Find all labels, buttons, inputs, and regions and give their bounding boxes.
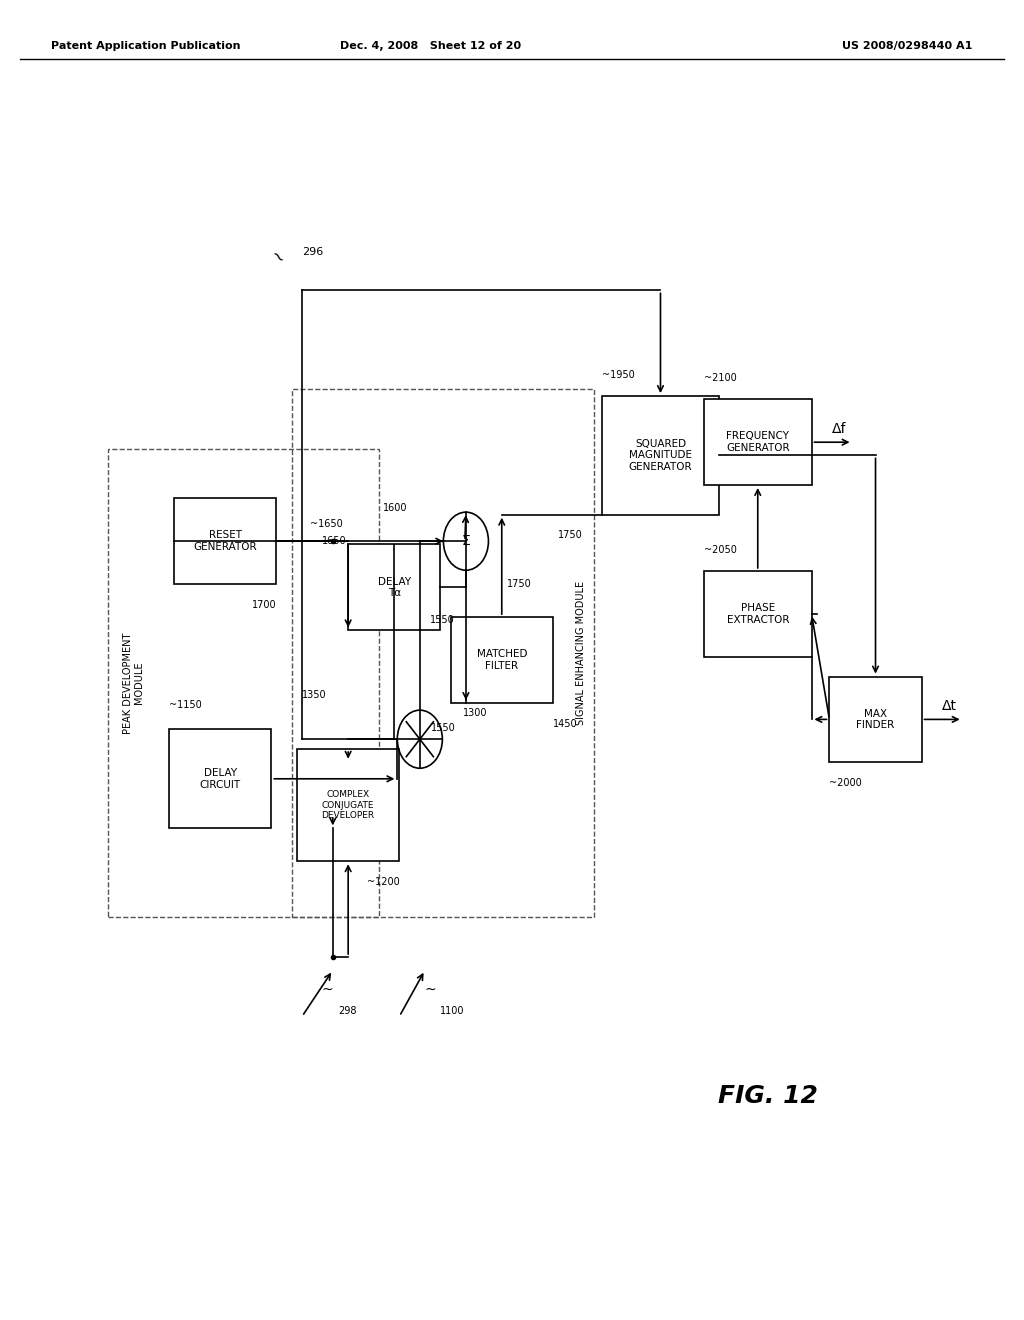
Text: 298: 298	[338, 1006, 356, 1016]
FancyBboxPatch shape	[169, 729, 271, 829]
Text: COMPLEX
CONJUGATE
DEVELOPER: COMPLEX CONJUGATE DEVELOPER	[322, 791, 375, 820]
Text: ~1950: ~1950	[602, 370, 634, 380]
Text: 1750: 1750	[558, 529, 583, 540]
FancyBboxPatch shape	[602, 396, 719, 515]
Text: MATCHED
FILTER: MATCHED FILTER	[476, 649, 527, 671]
Text: PEAK DEVELOPMENT
MODULE: PEAK DEVELOPMENT MODULE	[123, 632, 144, 734]
Text: MAX
FINDER: MAX FINDER	[856, 709, 895, 730]
FancyBboxPatch shape	[348, 544, 440, 630]
Text: 1750: 1750	[507, 579, 531, 589]
Text: ~: ~	[424, 983, 436, 997]
FancyBboxPatch shape	[705, 570, 811, 656]
Text: ~: ~	[265, 246, 288, 269]
Text: SQUARED
MAGNITUDE
GENERATOR: SQUARED MAGNITUDE GENERATOR	[629, 438, 692, 473]
Text: ~: ~	[322, 983, 334, 997]
Text: 1450: 1450	[553, 718, 578, 729]
Text: 1550: 1550	[431, 722, 456, 733]
Text: SIGNAL ENHANCING MODULE: SIGNAL ENHANCING MODULE	[575, 581, 586, 726]
Text: ~2000: ~2000	[829, 777, 862, 788]
Text: ~1150: ~1150	[169, 700, 202, 710]
Text: 1650: 1650	[322, 536, 346, 546]
Text: FREQUENCY
GENERATOR: FREQUENCY GENERATOR	[726, 432, 790, 453]
Text: Dec. 4, 2008   Sheet 12 of 20: Dec. 4, 2008 Sheet 12 of 20	[340, 41, 520, 51]
Text: 1100: 1100	[440, 1006, 465, 1016]
FancyBboxPatch shape	[174, 498, 276, 583]
FancyBboxPatch shape	[829, 676, 922, 763]
Text: 1550: 1550	[430, 615, 455, 626]
FancyBboxPatch shape	[297, 748, 399, 861]
Text: 1300: 1300	[463, 708, 487, 718]
Text: 1350: 1350	[302, 689, 327, 700]
FancyBboxPatch shape	[705, 399, 811, 484]
Text: ~2100: ~2100	[705, 374, 736, 383]
Text: Σ: Σ	[462, 535, 470, 548]
Text: Δt: Δt	[942, 700, 957, 713]
Text: RESET
GENERATOR: RESET GENERATOR	[194, 531, 257, 552]
Text: ~1200: ~1200	[367, 876, 399, 887]
Text: 1700: 1700	[252, 599, 276, 610]
Text: 296: 296	[302, 247, 324, 257]
Text: ~1650: ~1650	[310, 519, 343, 528]
FancyBboxPatch shape	[451, 618, 553, 702]
Text: Δf: Δf	[831, 422, 847, 436]
Text: PHASE
EXTRACTOR: PHASE EXTRACTOR	[726, 603, 790, 624]
Text: ~2050: ~2050	[705, 545, 737, 554]
Text: FIG. 12: FIG. 12	[718, 1084, 818, 1107]
Text: 1600: 1600	[383, 503, 408, 513]
Text: Patent Application Publication: Patent Application Publication	[51, 41, 241, 51]
Text: DELAY
Tα: DELAY Tα	[378, 577, 411, 598]
Text: US 2008/0298440 A1: US 2008/0298440 A1	[843, 41, 973, 51]
Text: DELAY
CIRCUIT: DELAY CIRCUIT	[200, 768, 241, 789]
